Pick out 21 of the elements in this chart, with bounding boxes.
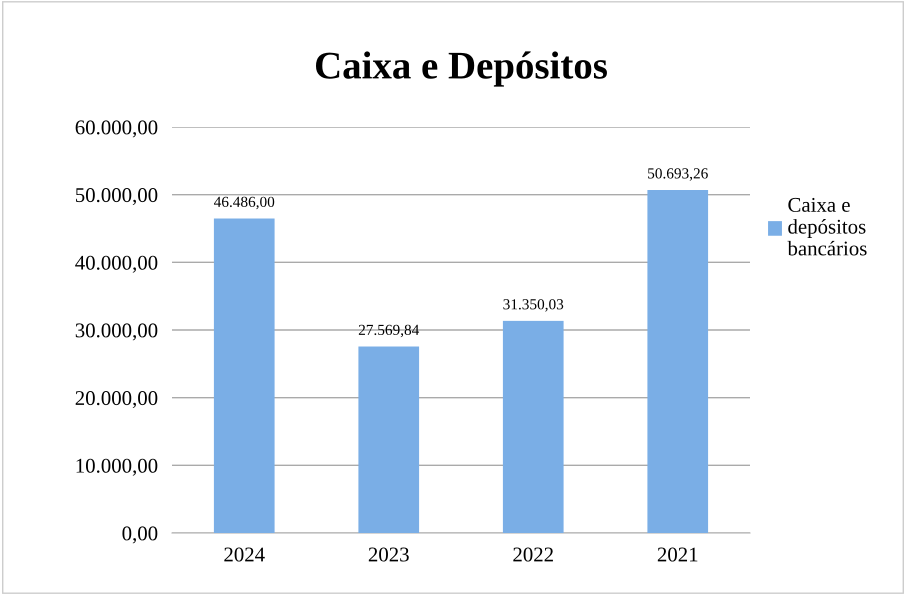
y-tick-label: 60.000,00 (76, 120, 158, 138)
y-tick-label: 10.000,00 (76, 458, 158, 476)
chart-title: Caixa e Depósitos (316, 51, 607, 87)
x-tick-label: 2024 (224, 547, 265, 562)
bar (502, 320, 564, 533)
y-tick-label: 30.000,00 (76, 323, 158, 340)
y-tick-label: 0,00 (122, 526, 158, 544)
text: 50.693,26 (648, 168, 708, 181)
bar (647, 190, 708, 533)
text: 27.569,84 (358, 324, 420, 338)
x-tick-label: 2022 (513, 547, 553, 562)
bar (358, 346, 420, 533)
bar (214, 218, 275, 533)
text: 46.486,00 (214, 196, 274, 210)
legend-label: Caixa e depósitos bancários (788, 198, 867, 256)
y-tick-label: 50.000,00 (76, 188, 158, 206)
x-tick-label: 2023 (368, 547, 409, 562)
text: 31.350,03 (503, 299, 564, 312)
y-tick-label: 40.000,00 (75, 256, 158, 273)
x-tick-label: 2021 (658, 547, 698, 562)
y-tick-label: 20.000,00 (76, 391, 158, 408)
